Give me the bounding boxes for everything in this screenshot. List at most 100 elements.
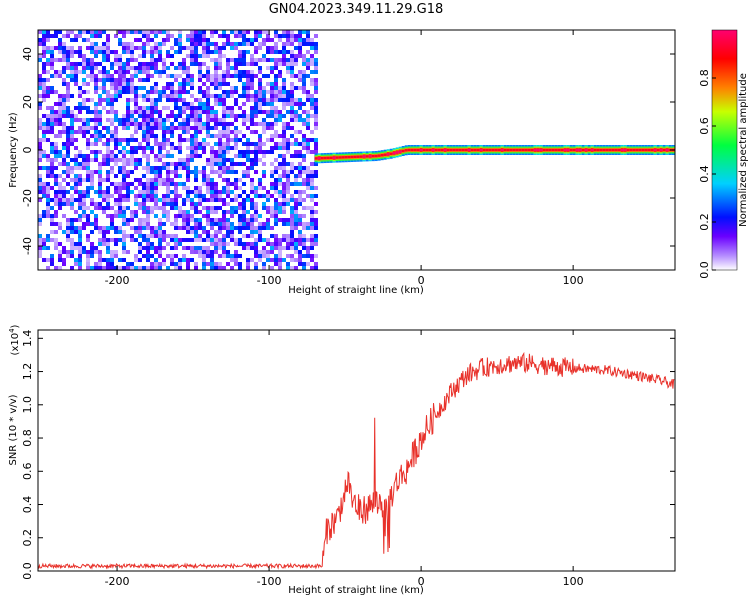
spectrogram-cell [202,102,206,106]
spectrogram-cell [38,126,42,130]
spectrogram-cell [166,170,170,174]
spectrogram-cell [90,202,94,206]
spectrogram-cell [118,138,122,142]
spectrogram-cell [246,234,250,238]
spectrogram-cell [226,170,230,174]
spectrogram-cell [194,230,198,234]
spectrogram-cell [122,266,126,270]
spectrogram-cell [162,206,166,210]
spectrogram-cell [274,166,278,170]
spectrogram-cell [190,58,194,62]
spectrogram-cell [86,186,90,190]
spectrogram-cell [114,186,118,190]
spectrogram-cell [214,250,218,254]
spectrogram-cell [86,166,90,170]
spectrogram-cell [190,206,194,210]
spectrogram-cell [290,82,294,86]
spectrogram-cell [134,266,138,270]
spectrogram-cell [282,174,286,178]
spectrogram-cell [290,234,294,238]
spectrogram-cell [134,158,138,162]
spectrogram-cell [218,146,222,150]
spectrogram-cell [290,106,294,110]
spectrogram-cell [90,178,94,182]
colorbar-gradient [711,29,738,271]
spectrogram-cell [70,218,74,222]
spectrogram-cell [178,134,182,138]
spectrogram-cell [62,98,66,102]
spectrogram-cell [282,222,286,226]
spectrogram-cell [154,202,158,206]
spectrogram-cell [130,158,134,162]
spectrogram-cell [130,58,134,62]
spectrogram-cell [302,266,306,270]
spectrogram-cell [262,126,266,130]
spectrogram-cell [114,254,118,258]
spectrogram-cell [138,234,142,238]
spectrogram-cell [110,134,114,138]
spectrogram-cell [174,66,178,70]
spectrogram-cell [226,230,230,234]
spectrogram-cell [42,194,46,198]
spectrogram-cell [50,230,54,234]
spectrogram-cell [130,138,134,142]
spectrogram-cell [114,118,118,122]
spectrogram-cell [210,158,214,162]
spectrogram-cell [194,234,198,238]
spectrogram-cell [214,114,218,118]
signal-cell [617,148,621,152]
spectrogram-cell [122,78,126,82]
spectrogram-cell [214,206,218,210]
spectrogram-cell [190,42,194,46]
spectrogram-cell [206,246,210,250]
spectrogram-cell [66,142,70,146]
spectrogram-cell [178,258,182,262]
spectrogram-cell [314,110,318,114]
spectrogram-cell [198,234,202,238]
spectrogram-cell [218,230,222,234]
spectrogram-cell [58,110,62,114]
spectrogram-cell [298,230,302,234]
spectrogram-cell [266,226,270,230]
spectrogram-cell [238,34,242,38]
spectrogram-cell [138,178,142,182]
spectrogram-cell [118,226,122,230]
spectrogram-cell [50,34,54,38]
spectrogram-cell [166,66,170,70]
spectrogram-cell [114,202,118,206]
spectrogram-cell [254,206,258,210]
spectrogram-cell [158,142,162,146]
spectrogram-cell [50,90,54,94]
spectrogram-cell [222,90,226,94]
spectrogram-cell [274,254,278,258]
spectrogram-cell [98,190,102,194]
spectrogram-cell [210,58,214,62]
spectrogram-cell [178,110,182,114]
spectrogram-cell [278,266,282,270]
spectrogram-cell [190,78,194,82]
spectrogram-cell [282,82,286,86]
spectrogram-cell [106,130,110,134]
spectrogram-cell [290,42,294,46]
spectrogram-cell [62,142,66,146]
spectrogram-cell [250,74,254,78]
spectrogram-cell [210,258,214,262]
spectrogram-cell [138,70,142,74]
spectrogram-cell [278,254,282,258]
signal-cell [344,156,348,159]
spectrogram-cell [238,178,242,182]
spectrogram-cell [286,138,290,142]
spectrogram-cell [98,102,102,106]
spectrogram-cell [126,162,130,166]
spectrogram-cell [230,106,234,110]
spectrogram-cell [234,130,238,134]
spectrogram-cell [290,62,294,66]
spectrogram-cell [146,98,150,102]
spectrogram-cell [214,262,218,266]
spectrogram-cell [86,162,90,166]
spectrogram-cell [134,202,138,206]
signal-cell [449,148,453,152]
spectrogram-cell [226,94,230,98]
spectrogram-cell [254,38,258,42]
spectrogram-cell [122,174,126,178]
